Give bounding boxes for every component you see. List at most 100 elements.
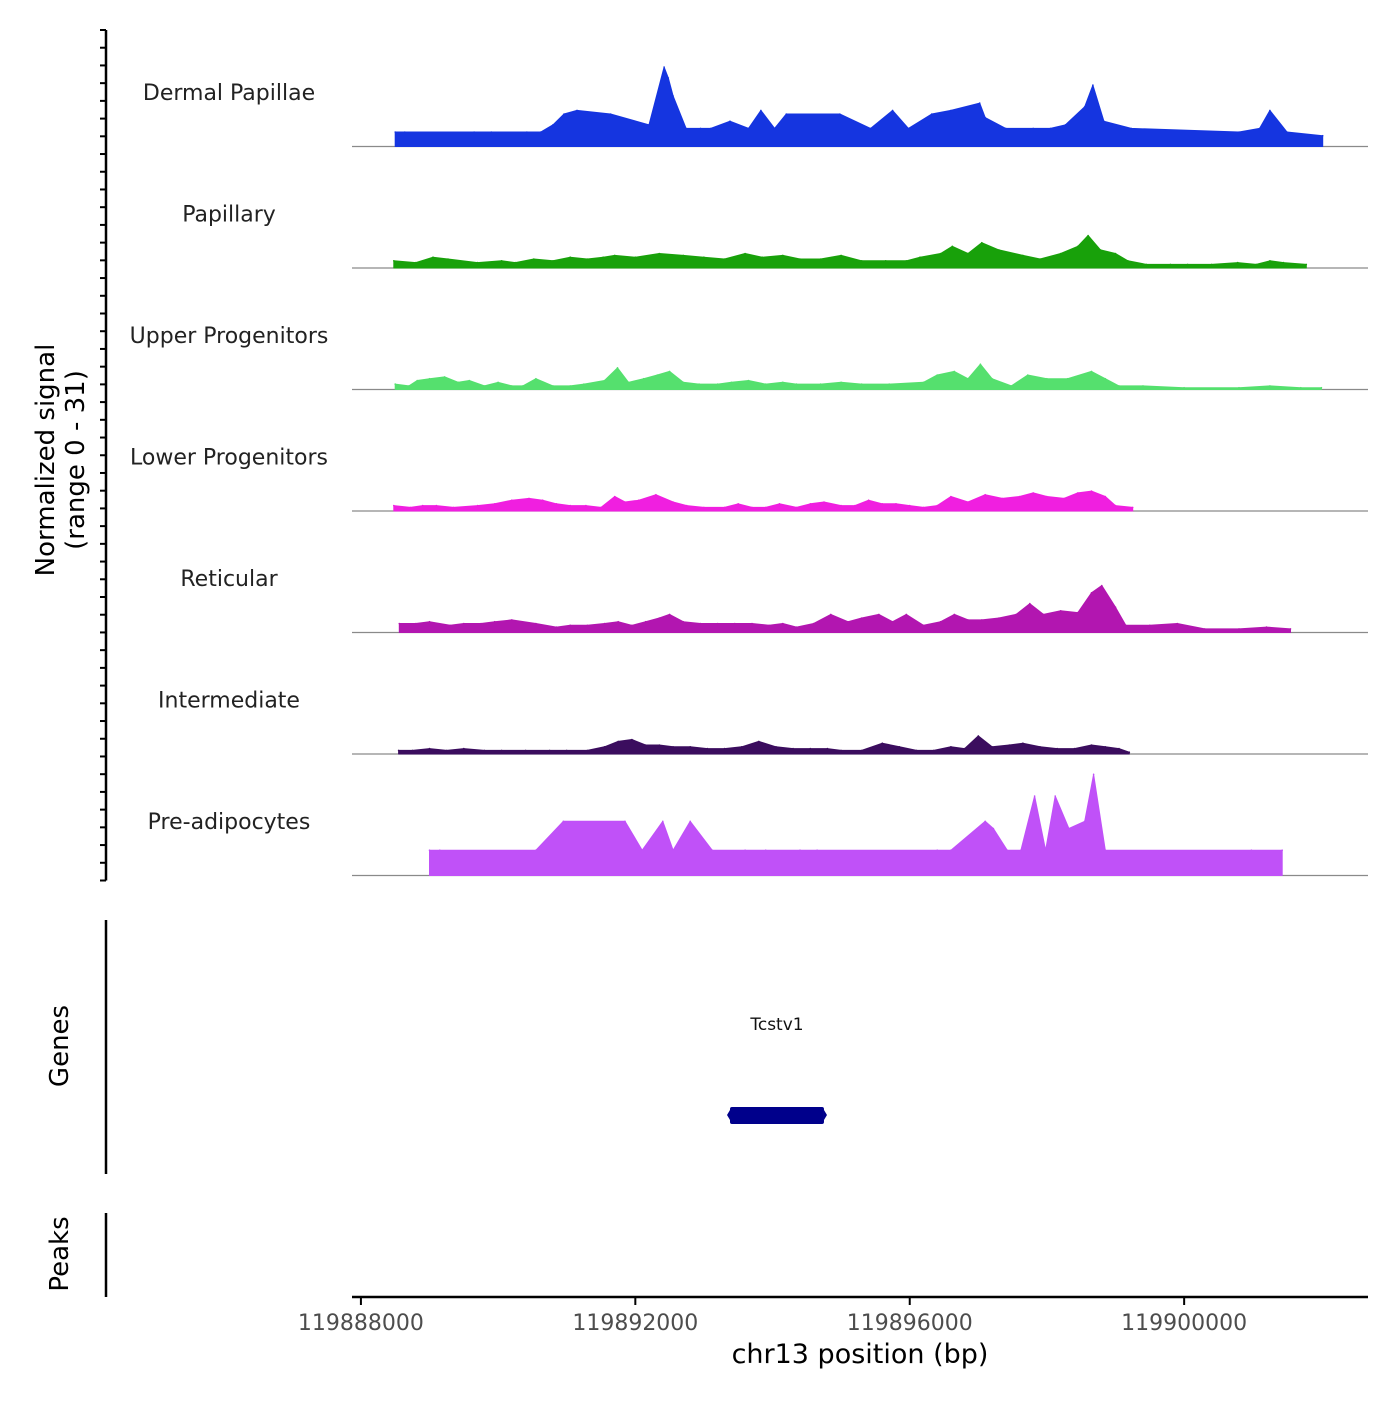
coverage-point	[950, 109, 952, 112]
coverage-point	[1125, 624, 1127, 627]
coverage-point	[1176, 622, 1179, 625]
coverage-point	[563, 113, 565, 115]
coverage-point	[782, 254, 784, 257]
coverage-point	[1020, 849, 1022, 851]
coverage-point	[907, 127, 910, 130]
coverage-point	[555, 503, 558, 505]
coverage-point	[1282, 261, 1285, 264]
coverage-point	[1022, 254, 1024, 257]
coverage-point	[404, 131, 406, 133]
coverage-point	[895, 503, 897, 505]
coverage-point	[839, 113, 841, 115]
coverage-point	[397, 749, 400, 752]
coverage-point	[655, 493, 657, 496]
coverage-point	[415, 622, 417, 625]
coverage-point	[1083, 106, 1086, 108]
coverage-area	[394, 363, 1322, 390]
coverage-point	[716, 622, 719, 625]
coverage-point	[981, 241, 983, 244]
coverage-point	[1149, 624, 1151, 627]
y-axis-title-line2: (range 0 - 31)	[61, 370, 91, 550]
coverage-point	[847, 620, 849, 623]
coverage-point	[514, 261, 517, 264]
coverage-point	[644, 620, 647, 623]
coverage-point	[723, 258, 726, 260]
coverage-area	[393, 235, 1307, 269]
coverage-point	[747, 379, 750, 382]
coverage-point	[723, 747, 726, 750]
coverage-point	[672, 95, 674, 97]
coverage-point	[799, 849, 801, 851]
coverage-point	[795, 626, 798, 628]
coverage-point	[795, 506, 798, 509]
coverage-point	[1118, 385, 1120, 387]
coverage-point	[984, 493, 986, 496]
track-reticular: Reticular	[180, 567, 1368, 634]
coverage-point	[1090, 490, 1093, 492]
coverage-point	[908, 504, 911, 507]
coverage-point	[826, 747, 829, 750]
coverage-point	[891, 620, 894, 623]
coverage-point	[656, 374, 659, 376]
coverage-point	[602, 256, 604, 259]
coverage-point	[415, 261, 417, 264]
coverage-point	[953, 370, 956, 373]
coverage-point	[812, 622, 815, 625]
coverage-point	[1032, 492, 1034, 494]
coverage-point	[922, 624, 925, 627]
coverage-point	[689, 746, 691, 748]
coverage-point	[393, 504, 395, 507]
coverage-point	[555, 626, 558, 628]
coverage-point	[1026, 374, 1029, 376]
track-papillary: Papillary	[182, 203, 1368, 269]
coverage-point	[541, 499, 544, 502]
coverage-point	[809, 503, 812, 505]
coverage-point	[439, 849, 441, 851]
coverage-point	[775, 746, 777, 748]
coverage-point	[668, 370, 671, 373]
coverage-area	[429, 773, 1283, 876]
coverage-point	[703, 506, 705, 509]
coverage-point	[799, 258, 801, 260]
x-axis-title: chr13 position (bp)	[732, 1339, 989, 1370]
coverage-point	[932, 749, 935, 752]
coverage-point	[1059, 252, 1062, 255]
coverage-point	[641, 849, 643, 851]
coverage-point	[443, 376, 446, 378]
track-pre-adipocytes: Pre-adipocytes	[148, 773, 1368, 877]
coverage-point	[644, 744, 647, 746]
coverage-point	[473, 131, 475, 133]
x-tick-label: 119892000	[572, 1311, 698, 1336]
coverage-point	[936, 849, 938, 851]
coverage-point	[881, 742, 884, 744]
coverage-point	[616, 367, 619, 369]
coverage-point	[394, 383, 397, 385]
coverage-point	[463, 622, 465, 625]
coverage-point	[511, 385, 513, 387]
coverage-point	[730, 381, 733, 384]
coverage-point	[740, 746, 743, 748]
coverage-point	[617, 620, 619, 623]
coverage-point	[445, 749, 448, 752]
coverage-point	[1265, 626, 1268, 628]
coverage-point	[452, 506, 455, 509]
coverage-point	[1186, 263, 1189, 266]
coverage-point	[998, 249, 1000, 251]
coverage-point	[977, 735, 980, 737]
coverage-point	[1083, 820, 1086, 823]
coverage-point	[1118, 747, 1120, 750]
coverage-point	[992, 827, 995, 830]
coverage-point	[603, 746, 606, 748]
coverage-point	[648, 124, 650, 126]
coverage-point	[533, 258, 535, 260]
coverage-point	[524, 749, 527, 752]
coverage-point	[569, 256, 571, 259]
coverage-point	[699, 622, 702, 625]
coverage-point	[1114, 252, 1117, 255]
coverage-point	[840, 381, 842, 384]
coverage-point	[411, 749, 414, 752]
coverage-point	[1183, 386, 1185, 389]
coverage-point	[869, 127, 872, 130]
coverage-point	[1006, 849, 1008, 851]
coverage-point	[642, 377, 645, 380]
